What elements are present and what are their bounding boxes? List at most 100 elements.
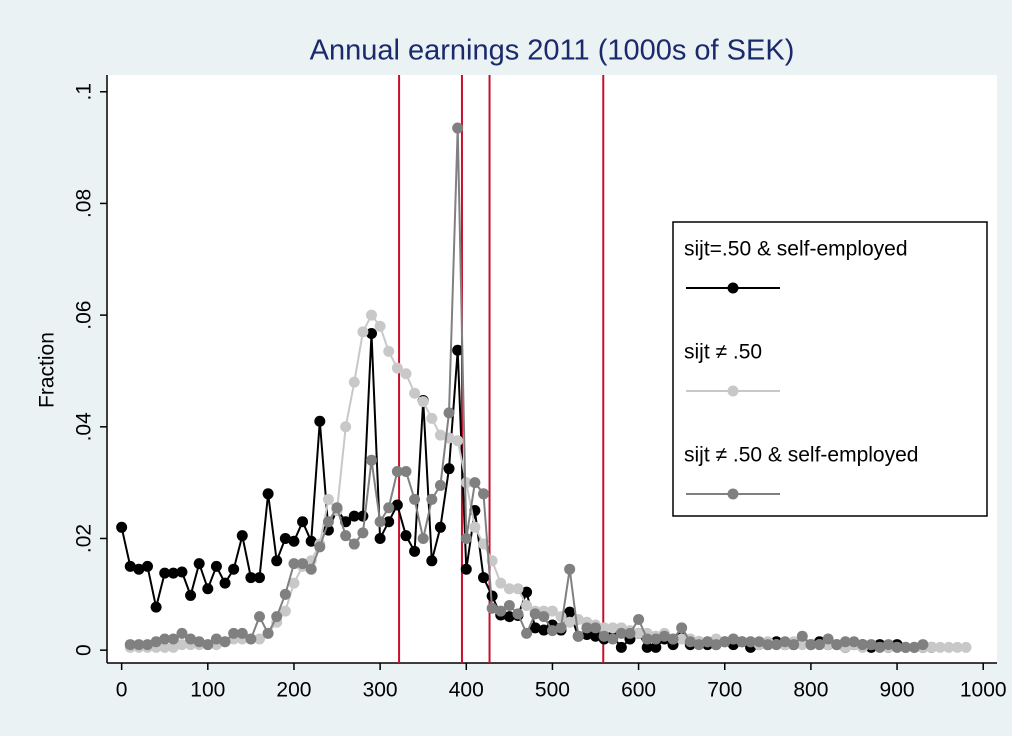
data-point xyxy=(271,555,283,567)
x-tick-label: 900 xyxy=(880,679,915,702)
data-point xyxy=(805,639,817,651)
data-point xyxy=(900,641,912,653)
data-point xyxy=(374,320,386,332)
data-point xyxy=(314,415,326,427)
data-point xyxy=(555,622,567,634)
data-point xyxy=(417,532,429,544)
data-point xyxy=(702,636,714,648)
data-point xyxy=(564,563,576,575)
data-point xyxy=(512,608,524,620)
data-point xyxy=(960,641,972,653)
y-tick-label: .06 xyxy=(73,301,96,330)
data-point xyxy=(210,633,222,645)
data-point xyxy=(133,563,145,575)
data-point xyxy=(529,608,541,620)
data-point xyxy=(288,558,300,570)
data-point xyxy=(245,633,257,645)
data-point xyxy=(564,616,576,628)
data-point xyxy=(210,560,222,572)
legend-label: sijt ≠ .50 & self-employed xyxy=(684,444,918,467)
data-point xyxy=(374,532,386,544)
data-point xyxy=(831,639,843,651)
data-point xyxy=(478,488,490,500)
data-point xyxy=(374,516,386,528)
data-point xyxy=(417,396,429,408)
data-point xyxy=(322,493,334,505)
data-point xyxy=(882,639,894,651)
data-point xyxy=(607,622,619,634)
data-point xyxy=(521,627,533,639)
data-point xyxy=(279,605,291,617)
data-point xyxy=(650,633,662,645)
data-point xyxy=(598,630,610,642)
data-point xyxy=(288,535,300,547)
data-point xyxy=(391,362,403,374)
data-point xyxy=(615,627,627,639)
data-point xyxy=(521,586,533,598)
data-point xyxy=(279,532,291,544)
data-point xyxy=(185,589,197,601)
data-point xyxy=(193,636,205,648)
legend-marker xyxy=(727,488,739,500)
data-point xyxy=(331,502,343,514)
data-point xyxy=(486,602,498,614)
data-point xyxy=(357,527,369,539)
data-point xyxy=(253,633,265,645)
data-point xyxy=(219,577,231,589)
legend: sijt=.50 & self-employed sijt ≠ .50 sijt ≠… xyxy=(672,221,988,517)
data-point xyxy=(770,639,782,651)
data-point xyxy=(400,465,412,477)
data-point xyxy=(150,636,162,648)
data-point xyxy=(150,601,162,613)
data-point xyxy=(676,633,688,645)
data-point xyxy=(745,636,757,648)
x-tick-label: 1000 xyxy=(960,679,1007,702)
data-point xyxy=(314,541,326,553)
data-point xyxy=(460,563,472,575)
data-point xyxy=(202,583,214,595)
data-point xyxy=(116,521,128,533)
series xyxy=(124,122,929,653)
x-tick-label: 100 xyxy=(190,679,225,702)
x-tick-label: 200 xyxy=(276,679,311,702)
data-point xyxy=(366,454,378,466)
data-point xyxy=(434,429,446,441)
data-point xyxy=(503,599,515,611)
data-point xyxy=(529,622,541,634)
data-point xyxy=(176,639,188,651)
data-point xyxy=(322,516,334,528)
data-point xyxy=(357,510,369,522)
data-point xyxy=(271,611,283,623)
data-point xyxy=(400,368,412,380)
data-point xyxy=(391,499,403,511)
data-point xyxy=(228,627,240,639)
data-point xyxy=(633,627,645,639)
data-point xyxy=(452,344,464,356)
data-point xyxy=(624,627,636,639)
data-point xyxy=(348,376,360,388)
data-point xyxy=(279,588,291,600)
data-point xyxy=(409,387,421,399)
x-tick-label: 500 xyxy=(535,679,570,702)
data-point xyxy=(572,630,584,642)
data-point xyxy=(185,633,197,645)
data-point xyxy=(736,636,748,648)
data-point xyxy=(159,567,171,579)
data-point xyxy=(297,516,309,528)
data-point xyxy=(159,633,171,645)
data-point xyxy=(236,530,248,542)
data-point xyxy=(546,605,558,617)
y-axis-label: Fraction xyxy=(36,332,59,408)
data-point xyxy=(193,558,205,570)
data-point xyxy=(340,530,352,542)
data-point xyxy=(434,521,446,533)
data-point xyxy=(538,624,550,636)
data-point xyxy=(615,641,627,653)
legend-label: sijt=.50 & self-employed xyxy=(684,238,908,261)
data-point xyxy=(167,633,179,645)
y-tick-label: .08 xyxy=(73,189,96,218)
data-point xyxy=(159,641,171,653)
data-point xyxy=(650,641,662,653)
data-point xyxy=(383,502,395,514)
